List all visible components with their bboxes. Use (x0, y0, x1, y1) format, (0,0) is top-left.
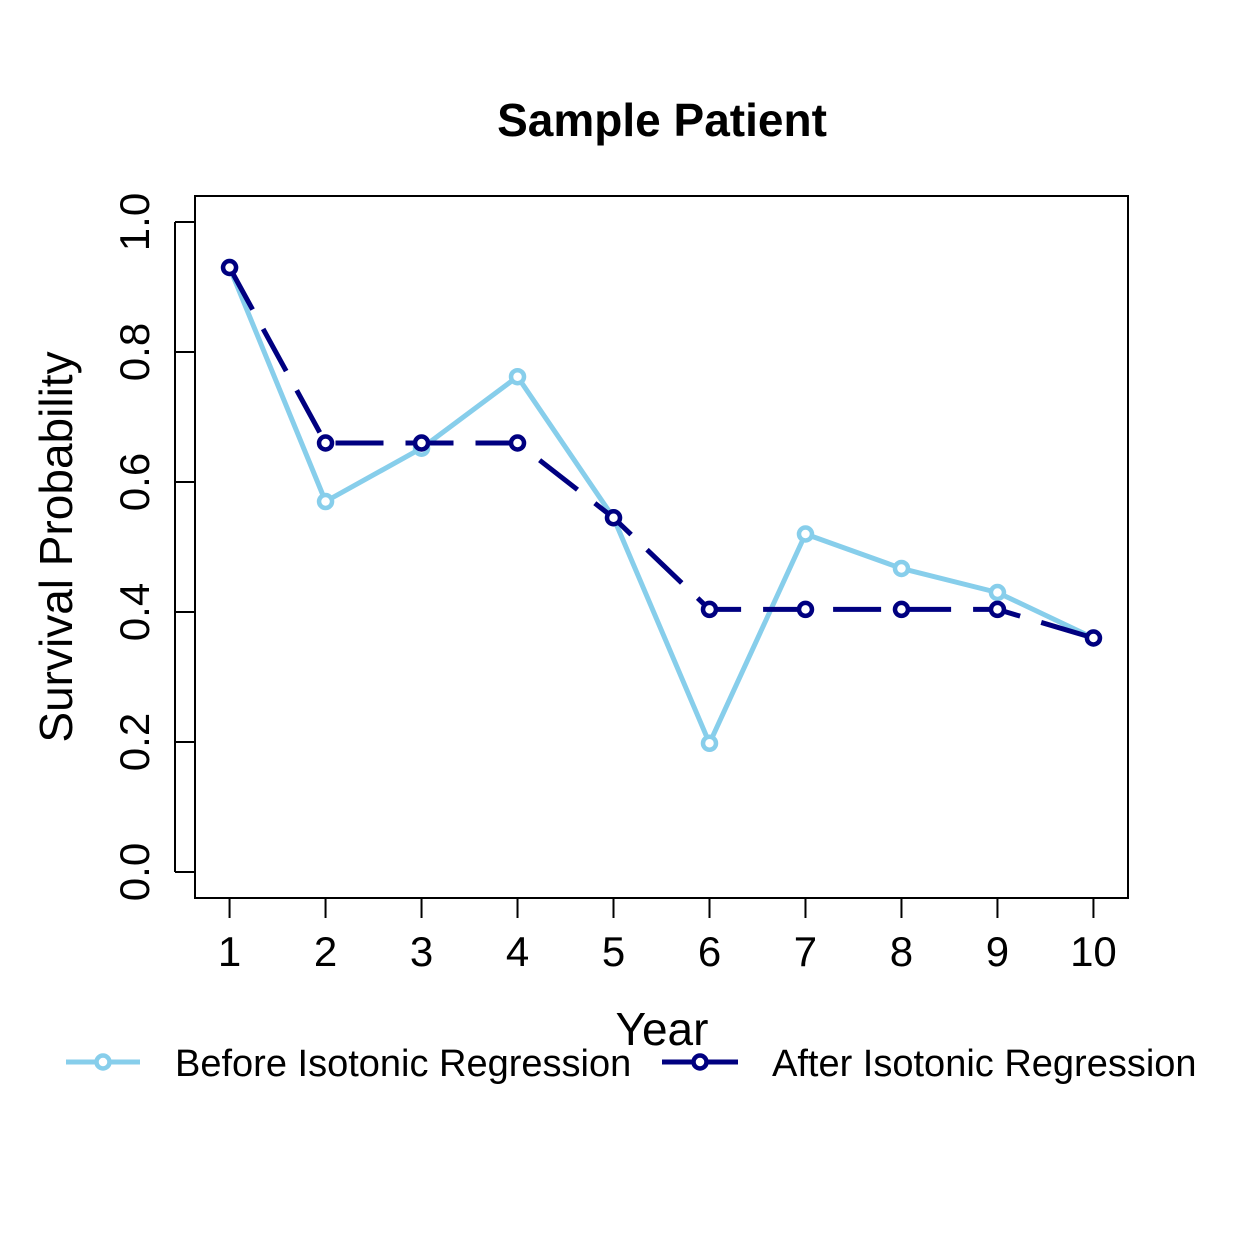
chart-title: Sample Patient (497, 94, 827, 146)
x-tick-label: 2 (314, 928, 337, 975)
series-line (227, 266, 1095, 641)
x-tick-label: 6 (698, 928, 721, 975)
data-point (508, 434, 527, 452)
y-tick-label: 0.8 (111, 323, 158, 381)
x-tick-label: 7 (794, 928, 817, 975)
data-point (316, 434, 335, 452)
series-2 (220, 258, 1103, 647)
data-point (796, 600, 815, 619)
x-tick-label: 5 (602, 928, 625, 975)
data-point (220, 258, 239, 277)
data-point (604, 509, 623, 527)
data-point (988, 583, 1007, 602)
x-tick-label: 1 (218, 928, 241, 975)
y-axis-label: Survival Probability (30, 351, 82, 742)
data-point (700, 734, 719, 753)
data-point (892, 559, 911, 578)
series-line (227, 266, 1095, 746)
x-tick-label: 8 (890, 928, 913, 975)
legend-item: Before Isotonic Regression (66, 1043, 631, 1085)
y-tick-label: 0.2 (111, 713, 158, 771)
data-point (508, 367, 527, 386)
y-axis: 0.0 0.2 0.4 0.6 0.8 1.0 (111, 193, 195, 901)
legend: Before Isotonic Regression After Isotonic… (66, 1043, 1197, 1085)
x-axis-label: Year (616, 1003, 709, 1055)
data-point (700, 600, 719, 619)
x-tick-label: 4 (506, 928, 529, 975)
data-point (796, 525, 815, 543)
legend-item: After Isotonic Regression (662, 1043, 1197, 1085)
data-point (988, 600, 1007, 619)
x-tick-label: 3 (410, 928, 433, 975)
legend-swatch-marker (94, 1053, 112, 1071)
x-axis: 1 2 3 4 5 6 7 8 9 10 (218, 897, 1117, 975)
legend-label: After Isotonic Regression (772, 1043, 1197, 1085)
series-layer (220, 258, 1103, 753)
x-tick-label: 10 (1070, 928, 1117, 975)
data-point (1084, 629, 1103, 647)
y-tick-label: 0.0 (111, 843, 158, 901)
legend-label: Before Isotonic Regression (175, 1043, 631, 1085)
y-tick-label: 0.4 (111, 583, 158, 641)
data-point (316, 492, 335, 511)
data-point (412, 434, 431, 452)
y-tick-label: 0.6 (111, 453, 158, 511)
legend-swatch-marker (691, 1053, 709, 1071)
x-tick-label: 9 (986, 928, 1009, 975)
y-tick-label: 1.0 (111, 193, 158, 251)
data-point (892, 600, 911, 619)
